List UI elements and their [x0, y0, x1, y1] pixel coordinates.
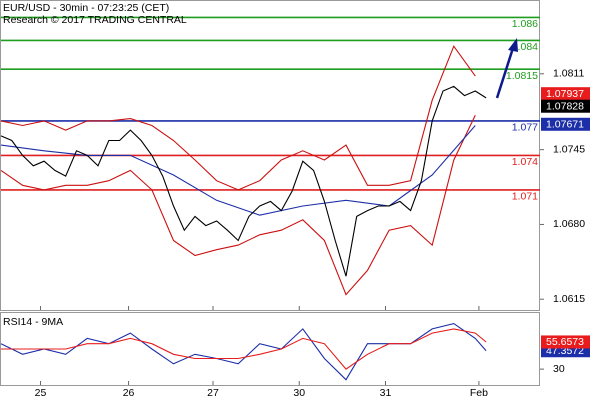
- price-tag: [541, 87, 590, 101]
- rsi-panel: [0, 312, 540, 386]
- x-tick-label: 30: [293, 387, 305, 399]
- level-label: 1.0815: [506, 70, 538, 82]
- chart-title: EUR/USD - 30min - 07:23:25 (CET): [3, 2, 169, 14]
- series-line: [0, 114, 476, 296]
- x-tick-label: 27: [207, 387, 219, 399]
- plot-layer: 1.0811 1.0745 1.0680 1.0615 1.086 1.084 1.0815…: [0, 16, 590, 399]
- forecast-arrow-head: [508, 38, 518, 52]
- rsi-title: RSI14 - 9MA: [3, 316, 63, 328]
- price-tag-label: 1.07937: [546, 88, 584, 100]
- y-tick-label: 1.0680: [553, 218, 585, 230]
- series-line: [0, 323, 487, 381]
- chart-subtitle: Research © 2017 TRADING CENTRAL: [3, 14, 187, 26]
- series-line: [0, 45, 476, 191]
- level-label: 1.071: [512, 191, 538, 203]
- price-tag-label: 1.07671: [546, 119, 584, 131]
- price-tag: [541, 99, 590, 113]
- x-tick-label: 31: [380, 387, 392, 399]
- price-tag: [541, 335, 590, 349]
- price-tag: [541, 117, 590, 131]
- x-tick-label: 26: [123, 387, 135, 399]
- series-line: [1, 328, 487, 370]
- series-line: [0, 85, 487, 277]
- x-tick-label: Feb: [470, 387, 488, 399]
- level-label: 1.084: [512, 41, 538, 53]
- price-tag-label: 1.07828: [546, 101, 584, 113]
- level-label: 1.077: [512, 122, 538, 134]
- x-tick-label: 25: [35, 387, 47, 399]
- y-tick-label: 1.0615: [553, 293, 585, 305]
- level-label: 1.074: [512, 156, 538, 168]
- series-line: [0, 125, 476, 216]
- y-tick-label: 1.0811: [553, 68, 584, 80]
- level-label: 1.086: [512, 18, 538, 30]
- price-tag-label: 55.6573: [546, 336, 584, 348]
- forecast-arrow: [495, 47, 515, 99]
- y-tick-label: 30: [553, 363, 565, 375]
- y-tick-label: 1.0745: [553, 143, 585, 155]
